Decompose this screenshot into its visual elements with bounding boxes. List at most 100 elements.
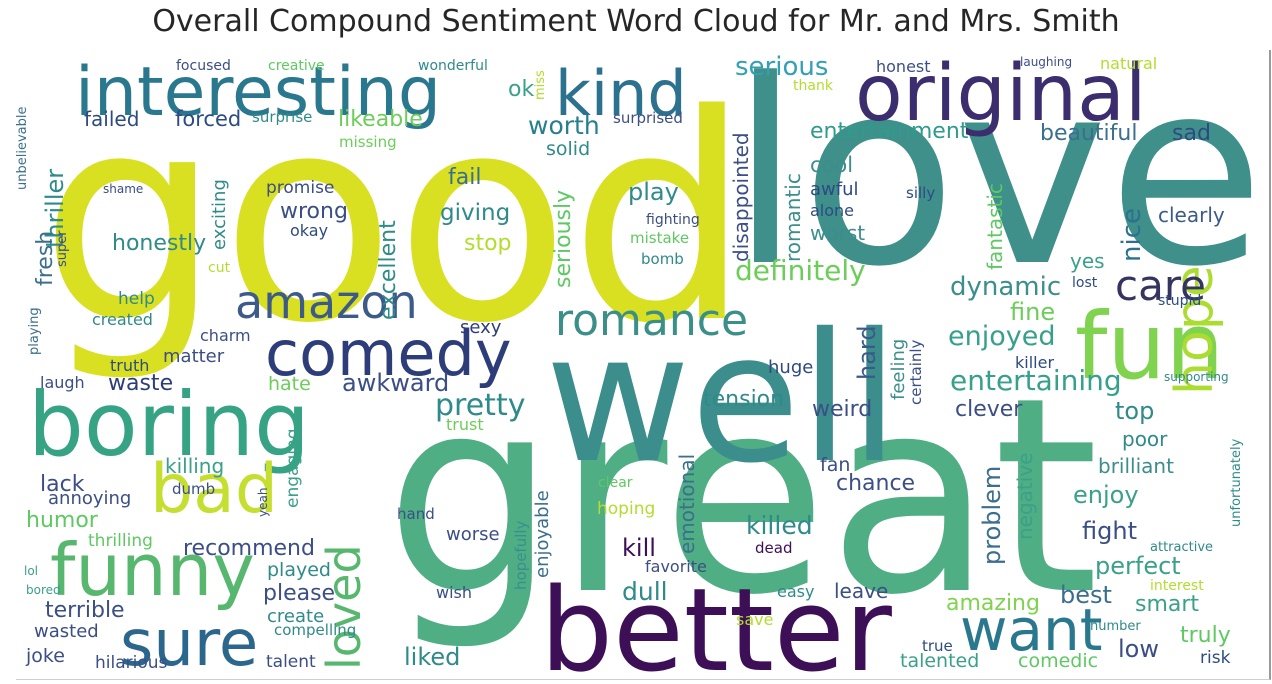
word-played: played (267, 559, 331, 581)
word-entertainment: entertainment (810, 119, 969, 144)
word-excellent: excellent (376, 220, 401, 320)
word-laugh: laugh (40, 373, 85, 392)
word-favorite: favorite (645, 557, 707, 576)
word-giving: giving (440, 200, 510, 226)
word-sure: sure (120, 607, 258, 681)
word-clearly: clearly (1158, 203, 1225, 227)
word-annoying: annoying (48, 488, 131, 509)
word-super: super (55, 230, 70, 267)
word-cut: cut (208, 260, 231, 276)
word-wonderful: wonderful (418, 58, 488, 74)
word-attractive: attractive (1150, 540, 1213, 555)
word-honestly: honestly (112, 231, 206, 256)
word-clever: clever (955, 397, 1023, 422)
word-leave: leave (834, 579, 888, 603)
word-wrong: wrong (280, 199, 348, 224)
word-risk: risk (1200, 648, 1231, 668)
word-fresh: fresh (33, 231, 58, 286)
word-failed: failed (84, 107, 139, 131)
word-playing: playing (27, 307, 42, 355)
word-awkward: awkward (342, 369, 449, 397)
word-well: well (545, 295, 899, 502)
word-surprised: surprised (613, 109, 683, 127)
word-talent: talent (266, 652, 316, 672)
word-disappointed: disappointed (729, 132, 753, 262)
word-truly: truly (1180, 623, 1231, 648)
word-nice: nice (1117, 208, 1147, 262)
word-original: original (855, 49, 1147, 139)
word-care: care (1115, 261, 1206, 310)
word-hope: hope (1165, 265, 1225, 395)
word-negative: negative (1013, 453, 1037, 540)
word-true: true (922, 637, 953, 655)
word-low: low (1118, 635, 1159, 663)
word-fine: fine (1010, 298, 1055, 326)
word-kind: kind (555, 57, 687, 130)
word-okay: okay (290, 221, 328, 240)
word-engaging: engaging (283, 428, 303, 508)
word-amazon: amazon (235, 275, 418, 329)
word-joke: joke (25, 645, 65, 667)
word-fighting: fighting (646, 212, 700, 228)
word-pretty: pretty (435, 388, 525, 423)
word-hand: hand (397, 505, 435, 523)
word-loved: loved (317, 544, 371, 670)
word-interest: interest (1150, 578, 1204, 594)
word-wish: wish (436, 583, 472, 602)
word-liked: liked (404, 643, 460, 671)
word-alone: alone (810, 201, 854, 220)
word-emotional: emotional (675, 454, 699, 554)
word-easy: easy (777, 582, 814, 601)
word-terrible: terrible (45, 598, 125, 623)
word-unfortunately: unfortunately (1229, 438, 1244, 527)
cloud-frame (16, 50, 1271, 680)
word-natural: natural (1100, 54, 1157, 73)
word-honest: honest (876, 57, 931, 76)
word-please: please (263, 581, 335, 606)
word-ok: ok (508, 77, 534, 102)
word-surprise: surprise (252, 108, 312, 126)
word-talented: talented (900, 650, 979, 672)
word-seriously: seriously (551, 190, 576, 288)
word-certainly: certainly (907, 339, 925, 405)
word-worse: worse (446, 524, 500, 545)
word-killer: killer (1015, 353, 1054, 372)
word-chance: chance (836, 471, 915, 496)
word-lack: lack (40, 472, 85, 497)
word-silly: silly (906, 184, 935, 202)
word-enjoy: enjoy (1073, 481, 1139, 509)
word-thank: thank (793, 78, 834, 94)
word-dull: dull (622, 577, 668, 606)
word-awful: awful (810, 179, 859, 200)
word-charm: charm (200, 326, 251, 345)
word-fantastic: fantastic (983, 183, 1007, 270)
word-fun: fun (1075, 293, 1224, 400)
word-created: created (92, 310, 153, 329)
word-missing: missing (339, 133, 397, 151)
word-dynamic: dynamic (950, 272, 1061, 302)
word-serious: serious (735, 52, 828, 82)
word-bored: bored (26, 583, 61, 597)
word-beautiful: beautiful (1040, 121, 1137, 146)
word-boring: boring (28, 373, 310, 476)
word-better: better (540, 564, 893, 684)
word-create: create (267, 606, 324, 627)
word-worst: worst (810, 221, 865, 245)
word-good: good (40, 54, 751, 386)
word-bomb: bomb (641, 250, 684, 268)
word-smart: smart (1135, 592, 1199, 617)
word-fail: fail (448, 165, 481, 190)
word-poor: poor (1122, 427, 1168, 451)
chart-title: Overall Compound Sentiment Word Cloud fo… (152, 4, 1120, 39)
word-trust: trust (446, 415, 484, 434)
word-perfect: perfect (1095, 552, 1181, 580)
word-yes: yes (1070, 249, 1105, 273)
word-likeable: likeable (338, 107, 423, 132)
word-wasted: wasted (34, 621, 99, 642)
word-promise: promise (266, 178, 334, 198)
word-mistake: mistake (630, 229, 689, 247)
word-lol: lol (24, 564, 38, 578)
word-recommend: recommend (183, 536, 315, 561)
word-kill: kill (622, 534, 656, 562)
